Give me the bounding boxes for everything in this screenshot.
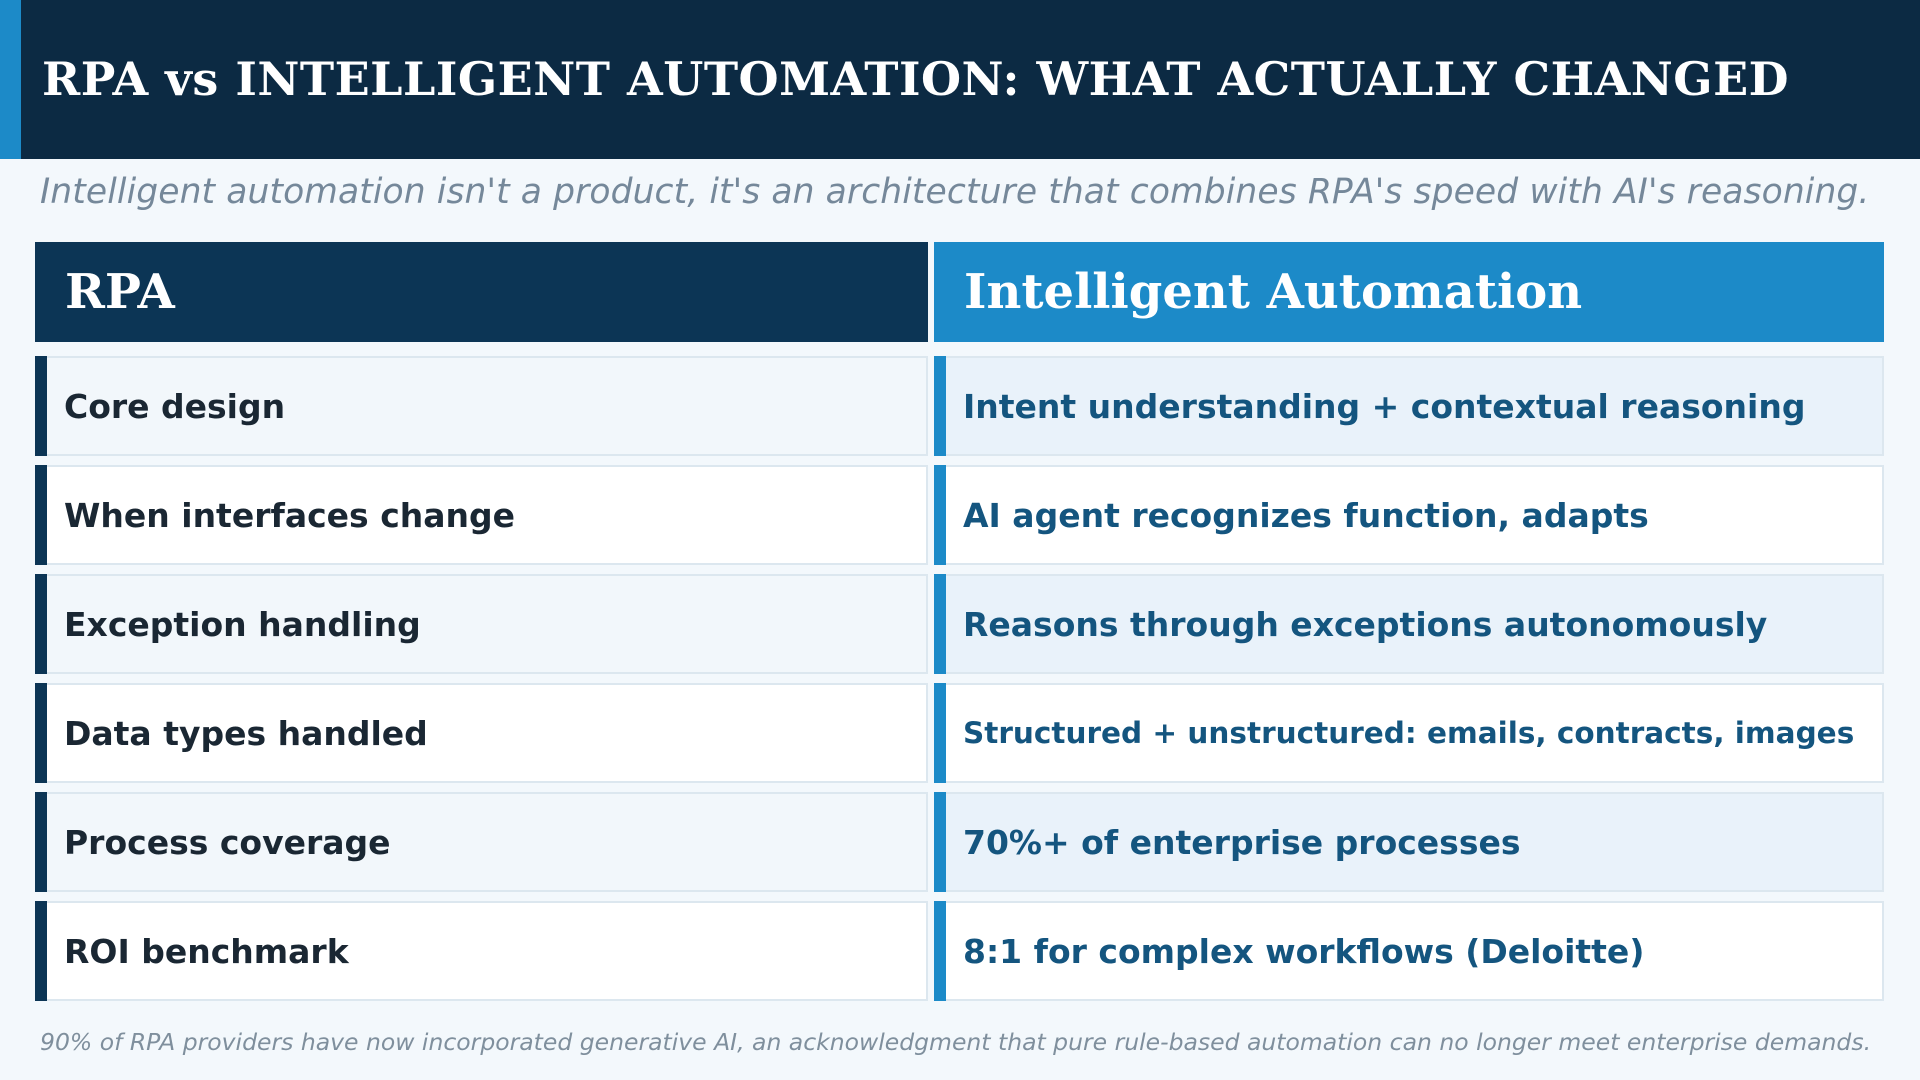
row-label-text: Core design — [64, 386, 286, 426]
row-value-text: AI agent recognizes function, adapts — [963, 495, 1649, 535]
row-accent-bar — [35, 356, 47, 456]
row-accent-bar — [35, 683, 47, 783]
row-value-when-interfaces-change: AI agent recognizes function, adapts — [934, 465, 1884, 565]
column-header-intelligent-automation: Intelligent Automation — [934, 242, 1884, 342]
page-subtitle: Intelligent automation isn't a product, … — [40, 172, 1870, 212]
row-label-text: Process coverage — [64, 822, 391, 862]
row-value-text: Structured + unstructured: emails, contr… — [963, 716, 1855, 750]
row-value-process-coverage: 70%+ of enterprise processes — [934, 792, 1884, 892]
row-accent-bar — [35, 465, 47, 565]
row-label-text: ROI benchmark — [64, 931, 349, 971]
row-value-text: 8:1 for complex workflows (Deloitte) — [963, 931, 1645, 971]
row-accent-bar — [934, 574, 946, 674]
footnote: 90% of RPA providers have now incorporat… — [40, 1028, 1872, 1056]
title-accent-bar — [0, 0, 21, 159]
row-accent-bar — [934, 356, 946, 456]
row-label-data-types-handled: Data types handled — [35, 683, 928, 783]
row-value-core-design: Intent understanding + contextual reason… — [934, 356, 1884, 456]
row-accent-bar — [934, 465, 946, 565]
row-value-text: Reasons through exceptions autonomously — [963, 604, 1768, 644]
row-value-roi-benchmark: 8:1 for complex workflows (Deloitte) — [934, 901, 1884, 1001]
row-accent-bar — [934, 683, 946, 783]
row-value-text: 70%+ of enterprise processes — [963, 822, 1521, 862]
row-accent-bar — [35, 574, 47, 674]
row-label-exception-handling: Exception handling — [35, 574, 928, 674]
row-label-text: Exception handling — [64, 604, 421, 644]
row-label-roi-benchmark: ROI benchmark — [35, 901, 928, 1001]
page-title: RPA vs INTELLIGENT AUTOMATION: WHAT ACTU… — [42, 52, 1790, 106]
title-banner: RPA vs INTELLIGENT AUTOMATION: WHAT ACTU… — [0, 0, 1920, 159]
row-accent-bar — [934, 901, 946, 1001]
row-value-exception-handling: Reasons through exceptions autonomously — [934, 574, 1884, 674]
row-label-core-design: Core design — [35, 356, 928, 456]
row-label-text: Data types handled — [64, 713, 428, 753]
row-value-text: Intent understanding + contextual reason… — [963, 386, 1806, 426]
row-accent-bar — [35, 792, 47, 892]
row-accent-bar — [934, 792, 946, 892]
column-header-rpa: RPA — [35, 242, 928, 342]
row-accent-bar — [35, 901, 47, 1001]
row-label-text: When interfaces change — [64, 495, 516, 535]
row-label-when-interfaces-change: When interfaces change — [35, 465, 928, 565]
row-label-process-coverage: Process coverage — [35, 792, 928, 892]
row-value-data-types-handled: Structured + unstructured: emails, contr… — [934, 683, 1884, 783]
